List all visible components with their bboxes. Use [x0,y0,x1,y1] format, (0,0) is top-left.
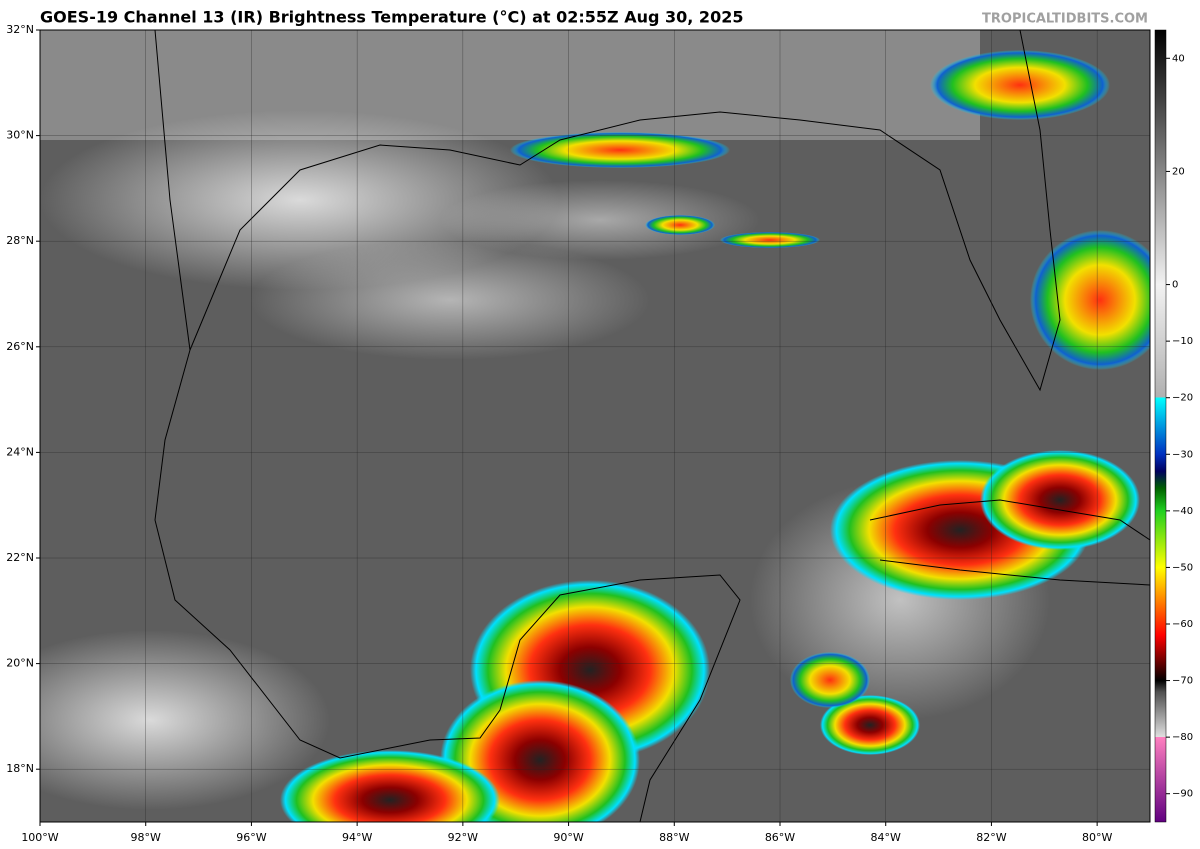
lat-label: 24°N [6,445,34,458]
lat-label: 20°N [6,657,34,670]
lon-label: 98°W [131,831,161,844]
credit: TROPICALTIDBITS.COM [982,12,1148,27]
colorbar-label: −30 [1172,449,1193,460]
lon-label: 82°W [976,831,1006,844]
lon-label: 86°W [765,831,795,844]
lon-label: 90°W [553,831,583,844]
lat-label: 26°N [6,340,34,353]
map-image [40,30,1150,822]
colorbar-label: −70 [1172,676,1193,687]
colorbar-label: 0 [1172,280,1178,291]
lon-label: 84°W [871,831,901,844]
colorbar-label: −20 [1172,393,1193,404]
lon-label: 92°W [448,831,478,844]
colorbar-label: −90 [1172,789,1193,800]
title: GOES-19 Channel 13 (IR) Brightness Tempe… [40,8,743,27]
lon-label: 88°W [659,831,689,844]
lat-label: 18°N [6,762,34,775]
lat-label: 30°N [6,129,34,142]
lon-label: 96°W [236,831,266,844]
lon-label: 94°W [342,831,372,844]
lat-label: 22°N [6,551,34,564]
lat-label: 28°N [6,234,34,247]
colorbar: 40 20 0 −10 −20 −30 −40 −50 −60 −70 −80 −90 [1154,29,1193,823]
lat-label: 32°N [6,23,34,36]
colorbar-label: 20 [1172,166,1185,177]
colorbar-label: 40 [1172,53,1185,64]
colorbar-label: −60 [1172,619,1193,630]
lon-label: 80°W [1082,831,1112,844]
map-frame [39,29,1151,823]
colorbar-label: −50 [1172,562,1193,573]
colorbar-label: −40 [1172,506,1193,517]
colorbar-label: −80 [1172,732,1193,743]
colorbar-label: −10 [1172,336,1193,347]
lon-label: 100°W [21,831,58,844]
colorbar-scale [1154,29,1167,823]
